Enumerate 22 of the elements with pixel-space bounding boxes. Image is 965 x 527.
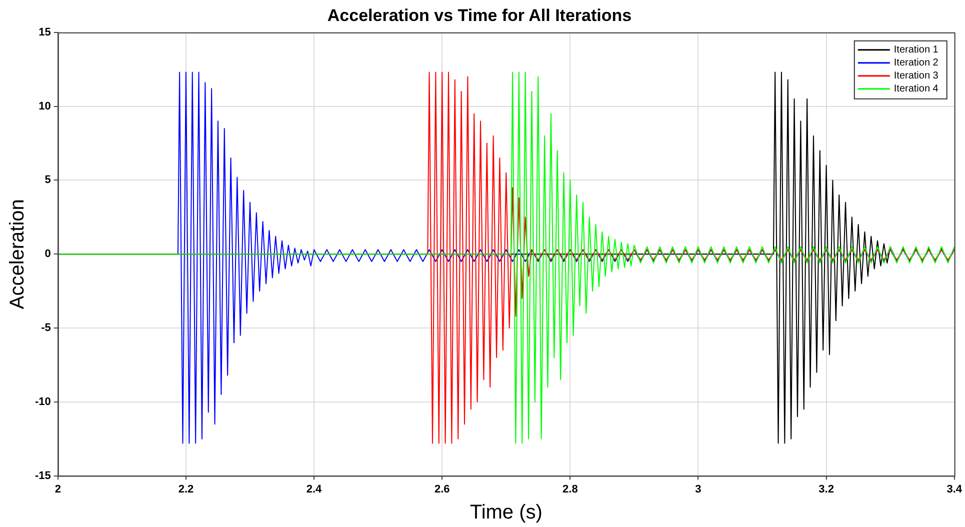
chart-title: Acceleration vs Time for All Iterations <box>327 6 632 25</box>
legend-label: Iteration 3 <box>894 70 939 82</box>
y-tick-label: 10 <box>38 100 51 112</box>
x-tick-label: 2 <box>54 483 61 496</box>
y-tick-label: -15 <box>34 470 51 482</box>
y-tick-label: 5 <box>44 174 51 186</box>
x-tick-label: 3.2 <box>818 483 834 496</box>
x-tick-label: 3 <box>695 483 702 496</box>
x-tick-label: 3.4 <box>946 483 963 496</box>
x-tick-label: 2.4 <box>306 483 323 496</box>
x-tick-label: 2.6 <box>434 483 450 496</box>
x-tick-label: 2.8 <box>562 483 578 496</box>
y-tick-label: 15 <box>38 26 51 38</box>
y-axis-title: Acceleration <box>6 199 29 310</box>
y-tick-label: 0 <box>44 248 51 260</box>
legend-label: Iteration 1 <box>894 44 939 56</box>
y-tick-label: -5 <box>41 322 51 334</box>
legend-label: Iteration 4 <box>894 84 939 95</box>
x-tick-label: 2.2 <box>178 483 194 496</box>
legend-label: Iteration 2 <box>894 58 939 69</box>
y-tick-label: -10 <box>34 396 51 408</box>
x-axis-title: Time (s) <box>470 502 542 524</box>
